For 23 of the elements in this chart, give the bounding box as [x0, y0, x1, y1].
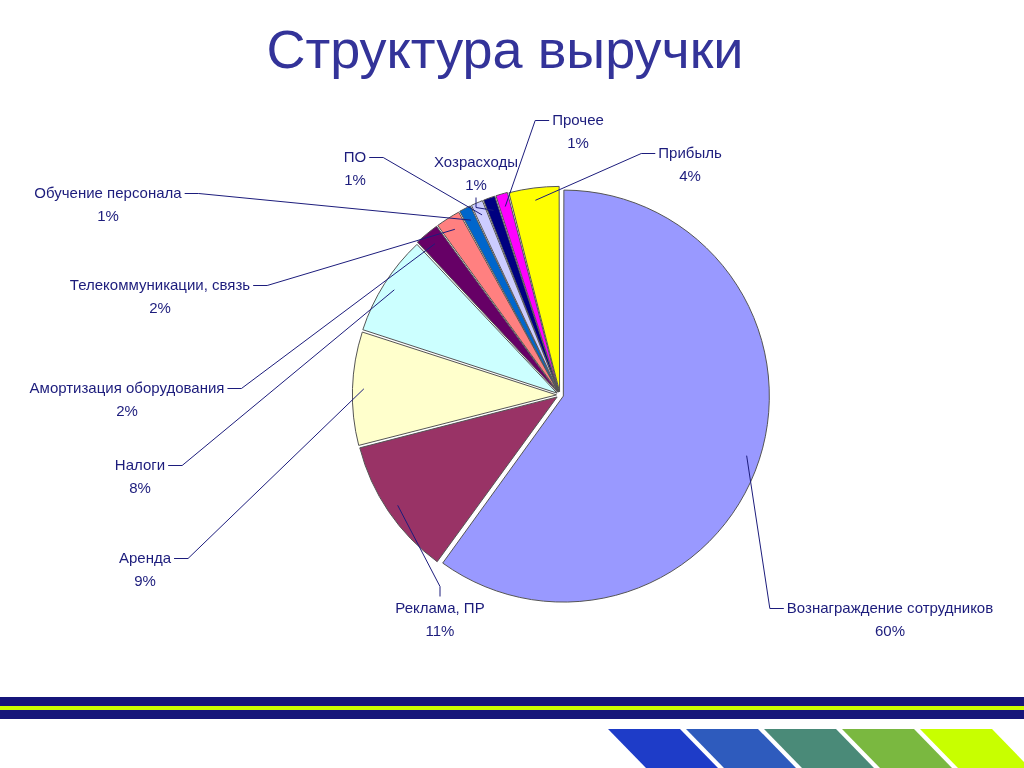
data-label: 1% [465, 175, 487, 193]
data-label: 1% [97, 206, 119, 224]
slice-label: ПО [343, 147, 367, 165]
data-label: 2% [149, 298, 171, 316]
data-label: 11% [425, 621, 455, 639]
slice-label: Реклама, ПР [395, 598, 485, 616]
chart-title: Структура выручки [265, 18, 745, 80]
data-label: 1% [567, 133, 589, 151]
data-label: 4% [679, 166, 701, 184]
slice-label: Вознаграждение сотрудников [786, 598, 994, 616]
slice-label: Аренда [118, 548, 172, 566]
slice-label: Телекоммуникации, связь [69, 275, 251, 293]
slice-label: Прибыль [658, 143, 722, 161]
data-label: 2% [116, 401, 138, 419]
slice-label: Налоги [114, 455, 166, 473]
data-label: 60% [874, 621, 906, 639]
data-label: 1% [344, 170, 366, 188]
data-label: 9% [134, 571, 156, 589]
slice-label: Обучение персонала [34, 183, 183, 201]
slice-label: Амортизация оборудования [29, 378, 225, 396]
slice-label: Хозрасходы [434, 152, 518, 170]
slice-label: Прочее [552, 110, 604, 128]
data-label: 8% [129, 478, 151, 496]
